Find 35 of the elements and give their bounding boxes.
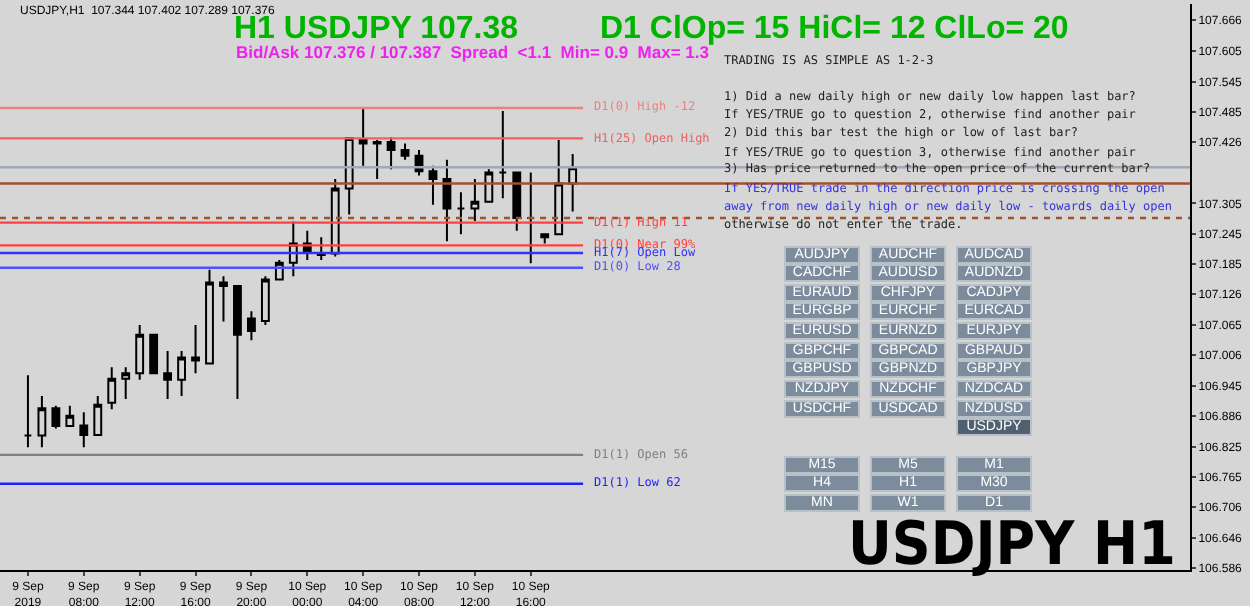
- annotation: Bid/Ask 107.376 / 107.387 Spread <1.1 Min= 0.9 Max= 1.3: [236, 42, 710, 62]
- candlestick: [400, 142, 410, 161]
- candlestick: [191, 324, 200, 375]
- candlestick: [177, 349, 186, 398]
- candlestick: [149, 333, 159, 375]
- candlestick: [163, 349, 173, 401]
- candlestick: [512, 171, 522, 232]
- candlestick: [37, 395, 47, 449]
- candlestick: [65, 404, 75, 428]
- candlestick: [205, 268, 214, 365]
- candlestick: [554, 138, 564, 236]
- candlestick: [484, 168, 494, 203]
- candlestick: [358, 106, 368, 167]
- candlestick: [107, 366, 117, 411]
- candlestick: [246, 310, 256, 342]
- candlestick: [498, 110, 508, 200]
- candlestick: [93, 395, 103, 437]
- candlestick: [233, 284, 242, 401]
- candlestick: [456, 191, 466, 236]
- candlestick: [51, 404, 61, 430]
- candlestick: [219, 275, 228, 323]
- annotation: H1 USDJPY 107.38: [234, 12, 519, 46]
- annotation: D1 ClOp= 15 HiCl= 12 ClLo= 20: [600, 12, 1069, 46]
- annotation: USDJPY H1: [848, 510, 1176, 580]
- candlestick: [260, 275, 270, 327]
- candlestick: [121, 366, 131, 401]
- candlestick: [372, 138, 382, 180]
- candlestick: [428, 164, 438, 206]
- candlestick: [470, 177, 480, 223]
- candlestick: [23, 374, 33, 449]
- candlestick: [386, 135, 396, 171]
- candlestick: [79, 411, 89, 449]
- candlestick: [135, 324, 145, 381]
- candlestick: [540, 233, 550, 245]
- candlestick: [442, 158, 452, 243]
